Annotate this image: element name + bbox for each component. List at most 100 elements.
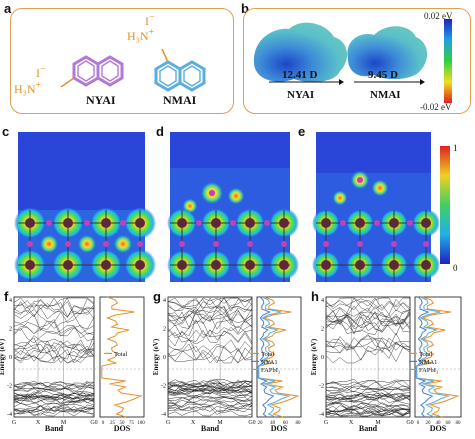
valence-band-line <box>167 399 253 407</box>
valence-band-line <box>167 388 253 397</box>
valence-band-line <box>326 378 411 387</box>
valence-band-line <box>167 388 253 397</box>
nmai-esp-label: NMAI <box>370 89 401 101</box>
kpoint-label: X <box>36 420 41 426</box>
conduction-band-line <box>325 337 411 352</box>
dos-tick-label: 25 <box>110 421 116 426</box>
valence-band-line <box>167 406 253 415</box>
valence-band-line <box>167 379 253 388</box>
legend-entry: NMA1 <box>419 359 437 366</box>
dos-tick-label: 40 <box>436 421 442 426</box>
nmai-ammonium: H₃N+ <box>127 27 155 43</box>
conduction-band-line <box>13 319 95 334</box>
conduction-band-line <box>13 345 95 362</box>
valence-band-line <box>13 396 95 404</box>
valence-band-line <box>325 405 411 414</box>
panel-label-a: a <box>4 1 12 16</box>
valence-band-line <box>325 409 411 417</box>
legend-entry: FAPbI₃ <box>419 367 438 374</box>
dos-tick-label: 60 <box>446 421 452 426</box>
molecule-structure-box: I− H₃N+ NYAI I− H₃N+ NMAI <box>10 8 234 114</box>
conduction-band-line <box>325 297 411 314</box>
kpoint-label: M <box>61 420 67 426</box>
energy-tick-label: 0 <box>321 355 324 361</box>
energy-axis-label: Energy (eV) <box>0 338 6 375</box>
esp-scale-min: -0.02 eV <box>420 102 452 112</box>
conduction-band-line <box>13 301 95 316</box>
energy-tick-label: -2 <box>161 384 166 390</box>
conduction-band-line <box>13 302 95 318</box>
conduction-band-line <box>167 321 253 338</box>
valence-band-line <box>325 380 411 389</box>
dos-tick-label: 80 <box>296 421 302 426</box>
valence-band-line <box>167 387 253 395</box>
conduction-band-line <box>325 337 411 354</box>
nyai-esp-surface <box>253 22 348 82</box>
dos-tick-label: 40 <box>270 421 276 426</box>
valence-band-line <box>167 379 253 388</box>
energy-tick-label: 0 <box>9 355 12 361</box>
valence-band-line <box>167 396 253 404</box>
valence-band-line <box>167 410 253 417</box>
dos-total-curve <box>416 296 460 418</box>
conduction-band-line <box>325 318 411 336</box>
energy-tick-label: 2 <box>163 327 166 333</box>
nmai-iodide: I− <box>145 12 155 28</box>
conduction-band-line <box>167 310 253 329</box>
conduction-band-line <box>13 349 95 364</box>
conduction-band-line <box>13 335 95 353</box>
legend-entry: Total <box>261 351 274 358</box>
nmai-naphthalene <box>154 60 206 92</box>
valence-band-line <box>13 403 95 411</box>
dos-tick-label: 20 <box>426 421 432 426</box>
dos-fapbi3-curve <box>416 296 451 418</box>
energy-axis-label: Energy (eV) <box>152 338 160 375</box>
dos-axis-label: DOS <box>114 424 131 433</box>
conduction-band-line <box>325 335 411 352</box>
conduction-band-line <box>13 300 95 318</box>
dos-tick-label: 60 <box>283 421 289 426</box>
valence-band-line <box>13 392 95 399</box>
valence-band-line <box>325 408 411 417</box>
conduction-band-line <box>167 303 253 321</box>
valence-band-line <box>13 391 95 400</box>
conduction-band-line <box>167 309 253 327</box>
valence-band-line <box>13 387 95 393</box>
valence-band-line <box>13 388 95 397</box>
conduction-band-line <box>167 329 253 347</box>
conduction-band-line <box>325 297 411 310</box>
density-map-c <box>14 132 156 282</box>
energy-tick-label: 2 <box>9 327 12 333</box>
valence-band-line <box>13 406 95 413</box>
panel-label-e: e <box>298 124 306 139</box>
valence-band-line <box>167 379 252 387</box>
conduction-band-line <box>325 347 411 364</box>
valence-band-line <box>13 395 95 404</box>
conduction-band-line <box>167 343 253 362</box>
kpoint-label: G0 <box>90 420 97 426</box>
kpoint-label: X <box>349 420 354 426</box>
conduction-band-line <box>325 332 411 349</box>
conduction-band-line <box>325 311 411 325</box>
esp-colorbar <box>444 19 452 103</box>
valence-band-line <box>167 401 253 410</box>
conduction-band-line <box>325 305 411 321</box>
valence-band-line <box>325 385 411 392</box>
conduction-band-line <box>13 313 95 332</box>
charge-density-maps: 1 0 <box>14 132 458 282</box>
molecule-structures <box>60 48 206 92</box>
conduction-band-line <box>167 297 253 313</box>
conduction-band-line <box>167 297 253 310</box>
panel-label-c: c <box>2 124 10 139</box>
valence-band-line <box>167 386 253 394</box>
conduction-band-line <box>325 310 411 326</box>
legend-entry: NYA1 <box>261 359 278 366</box>
valence-band-line <box>13 396 95 404</box>
nyai-naphthalene <box>72 55 124 87</box>
nyai-dipole: 12.41 D <box>282 69 318 81</box>
band-axis-label: Band <box>45 424 64 433</box>
conduction-band-line <box>325 319 411 334</box>
dos-tick-label: 20 <box>258 421 264 426</box>
nmai-esp-surface <box>347 26 428 80</box>
